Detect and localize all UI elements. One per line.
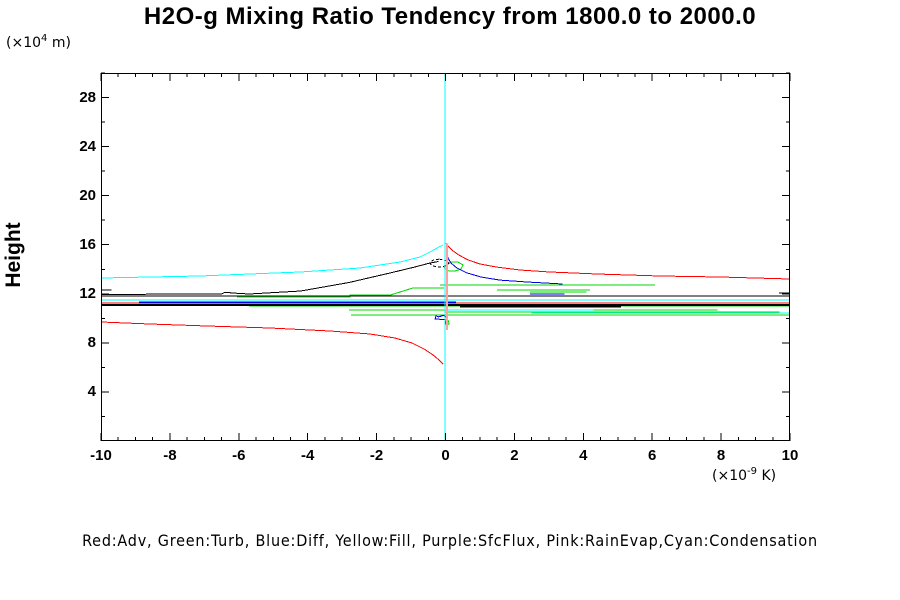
x-tick-label: 8 xyxy=(716,447,726,464)
x-tick-label: 2 xyxy=(510,447,519,464)
y-tick-label: 28 xyxy=(79,88,96,106)
plot-area xyxy=(100,72,791,441)
x-tick-label: 6 xyxy=(648,447,657,464)
x-tick-label: -10 xyxy=(90,447,112,464)
series-diff-center-descent xyxy=(446,251,563,285)
x-tick-label: 4 xyxy=(579,447,588,464)
chart-title: H2O-g Mixing Ratio Tendency from 1800.0 … xyxy=(143,3,757,30)
y-axis-title: Height xyxy=(2,222,25,288)
x-tick-label: -4 xyxy=(301,447,315,464)
series-condensation-curve xyxy=(100,244,444,279)
series-adv-upper-branch xyxy=(445,242,791,280)
series-total-dashed-loop xyxy=(428,258,450,268)
x-tick-label: -8 xyxy=(163,447,177,464)
plot-border xyxy=(101,73,790,441)
y-tick-label: 16 xyxy=(79,235,96,253)
y-tick-label: 20 xyxy=(79,186,96,204)
x-axis-unit-label: (×10-9 K) xyxy=(712,466,777,484)
y-tick-label: 12 xyxy=(79,284,96,302)
y-tick-label: 8 xyxy=(87,333,96,351)
y-axis-unit-label: (×104 m) xyxy=(6,33,71,51)
series-diff-down-spike xyxy=(434,310,448,328)
x-tick-label: 0 xyxy=(441,447,450,464)
plot-frame xyxy=(100,72,791,441)
y-tick-label: 24 xyxy=(79,137,96,155)
series-turb-left-steps xyxy=(237,287,445,298)
x-tick-label: -2 xyxy=(369,447,384,464)
legend-text: Red:Adv, Green:Turb, Blue:Diff, Yellow:F… xyxy=(82,531,818,550)
y-tick-label: 4 xyxy=(87,382,96,400)
x-tick-label: 10 xyxy=(781,447,799,464)
series-total-rising-curve xyxy=(100,261,439,295)
x-tick-label: -6 xyxy=(232,447,246,464)
series-adv-lower-branch xyxy=(100,321,444,365)
